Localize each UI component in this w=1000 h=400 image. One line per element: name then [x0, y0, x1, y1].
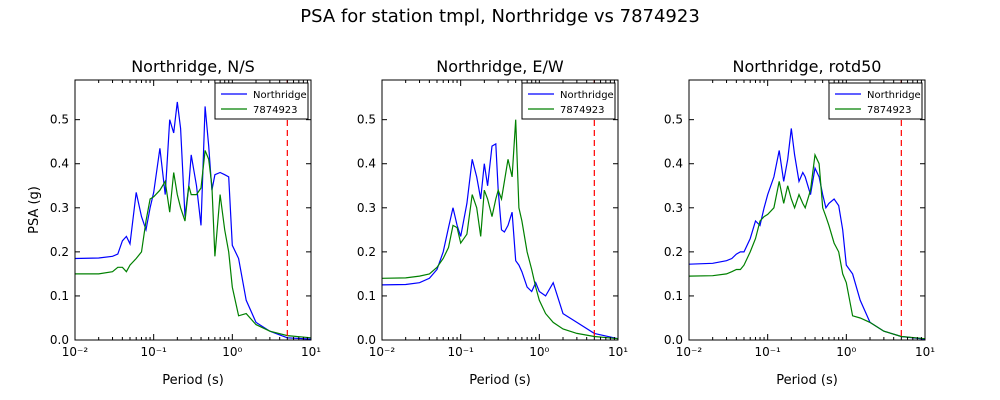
y-tick-label: 0.4: [664, 157, 683, 171]
plot-frame: [74, 79, 312, 341]
y-tick-label: 0.1: [357, 289, 376, 303]
x-axis-label: Period (s): [776, 373, 838, 388]
x-tick-label: 10⁻²: [62, 345, 89, 359]
legend-label: 7874923: [560, 105, 605, 116]
y-tick-label: 0.1: [50, 289, 69, 303]
legend: Northridge 7874923: [521, 82, 616, 120]
series-line-sim: [75, 150, 311, 339]
x-axis-label: Period (s): [469, 373, 531, 388]
y-tick-label: 0.2: [50, 245, 69, 259]
legend-label: Northridge: [560, 90, 614, 101]
y-tick-label: 0.0: [664, 333, 683, 347]
series-line-northridge: [689, 128, 925, 340]
legend-box: [828, 82, 923, 120]
series-line-northridge: [75, 101, 311, 340]
legend: Northridge 7874923: [828, 82, 923, 120]
x-tick-label: 10⁻²: [676, 345, 703, 359]
series-line-sim: [689, 152, 925, 340]
x-axis-label: Period (s): [162, 373, 224, 388]
x-tick-label: 10⁻²: [369, 345, 396, 359]
y-tick-label: 0.1: [664, 289, 683, 303]
legend-label: 7874923: [867, 105, 912, 116]
plot-area: [689, 80, 925, 340]
chart-panel-3: Northridge, rotd50 0.0 0.1 0.2 0.3 0.4 0.5 10⁻²…: [664, 57, 935, 388]
y-tick-label: 0.4: [50, 157, 69, 171]
x-tick-label: 10⁰: [222, 345, 242, 359]
x-tick-label: 10¹: [915, 345, 935, 359]
x-tick-label: 10⁰: [529, 345, 549, 359]
plot-area: [382, 80, 618, 340]
chart-title: Northridge, rotd50: [733, 57, 882, 76]
y-axis-label: PSA (g): [27, 186, 42, 234]
y-tick-label: 0.0: [50, 333, 69, 347]
x-tick-label: 10⁻¹: [754, 345, 781, 359]
y-tick-label: 0.3: [357, 201, 376, 215]
y-tick-label: 0.5: [357, 113, 376, 127]
legend-box: [214, 82, 309, 120]
chart-panel-1: Northridge, N/S 0.0 0.1 0.2 0.3 0.4 0.5 10⁻² 10⁻…: [27, 57, 321, 388]
y-tick-label: 0.2: [664, 245, 683, 259]
y-tick-label: 0.3: [50, 201, 69, 215]
figure-suptitle: PSA for station tmpl, Northridge vs 7874…: [300, 6, 700, 27]
chart-panels: Northridge, N/S 0.0 0.1 0.2 0.3 0.4 0.5 10⁻² 10⁻…: [27, 57, 935, 388]
x-tick-label: 10¹: [608, 345, 628, 359]
x-tick-label: 10⁻¹: [140, 345, 167, 359]
legend-label: Northridge: [253, 90, 307, 101]
plot-frame: [381, 79, 619, 341]
series-line-sim: [382, 119, 618, 340]
y-tick-label: 0.5: [664, 113, 683, 127]
legend-box: [521, 82, 616, 120]
legend: Northridge 7874923: [214, 82, 309, 120]
x-tick-label: 10⁻¹: [447, 345, 474, 359]
chart-panel-2: Northridge, E/W 0.0 0.1 0.2 0.3 0.4 0.5 10⁻² 10⁻…: [357, 57, 628, 388]
plot-area: [75, 80, 311, 340]
x-tick-label: 10⁰: [836, 345, 856, 359]
chart-title: Northridge, E/W: [436, 57, 564, 76]
x-tick-label: 10¹: [301, 345, 321, 359]
plot-frame: [688, 79, 926, 341]
series-line-northridge: [382, 142, 618, 340]
legend-label: Northridge: [867, 90, 921, 101]
y-tick-label: 0.0: [357, 333, 376, 347]
chart-title: Northridge, N/S: [131, 57, 255, 76]
y-tick-label: 0.4: [357, 157, 376, 171]
y-tick-label: 0.2: [357, 245, 376, 259]
legend-label: 7874923: [253, 105, 298, 116]
y-tick-label: 0.3: [664, 201, 683, 215]
y-tick-label: 0.5: [50, 113, 69, 127]
